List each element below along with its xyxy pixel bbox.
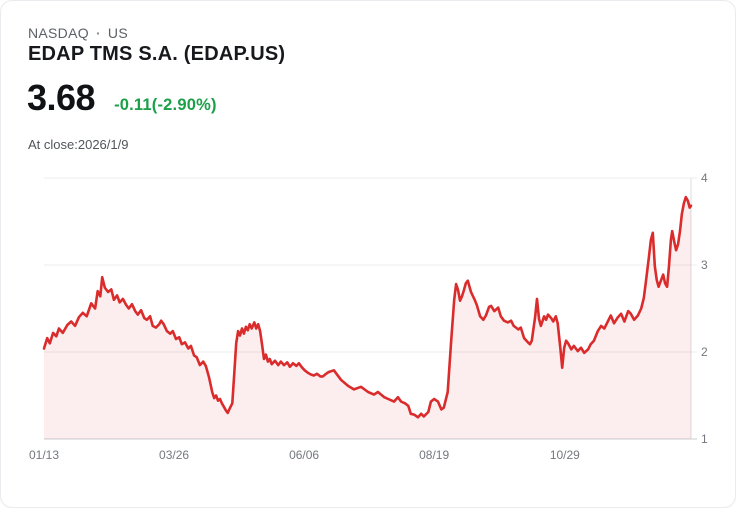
y-tick-label: 3 (701, 258, 708, 272)
x-tick-label: 10/29 (550, 448, 580, 462)
y-tick-label: 1 (701, 432, 708, 446)
price-chart-canvas[interactable]: 1 2 3 4 01/13 03/26 06/06 08/19 10/29 (1, 159, 736, 479)
y-tick-label: 4 (701, 171, 708, 185)
price-chart[interactable]: 1 2 3 4 01/13 03/26 06/06 08/19 10/29 (1, 159, 736, 479)
exchange-label: NASDAQ (28, 25, 89, 41)
stock-title: EDAP TMS S.A. (EDAP.US) (28, 43, 286, 65)
x-tick-label: 03/26 (159, 448, 189, 462)
market-label: US (107, 25, 128, 41)
price-change: -0.11(-2.90%) (114, 96, 217, 114)
separator-dot: · (95, 25, 101, 41)
price-area-fill (44, 197, 691, 439)
price-line (42, 195, 693, 419)
x-tick-label: 08/19 (419, 448, 449, 462)
as-of-timestamp: At close:2026/1/9 (28, 137, 129, 152)
last-price: 3.68 (27, 77, 96, 118)
price-row: 3.68 -0.11(-2.90%) (27, 77, 217, 119)
x-tick-label: 06/06 (289, 448, 319, 462)
y-tick-label: 2 (701, 345, 708, 359)
x-tick-label: 01/13 (29, 448, 59, 462)
exchange-row: NASDAQ · US (28, 25, 128, 41)
